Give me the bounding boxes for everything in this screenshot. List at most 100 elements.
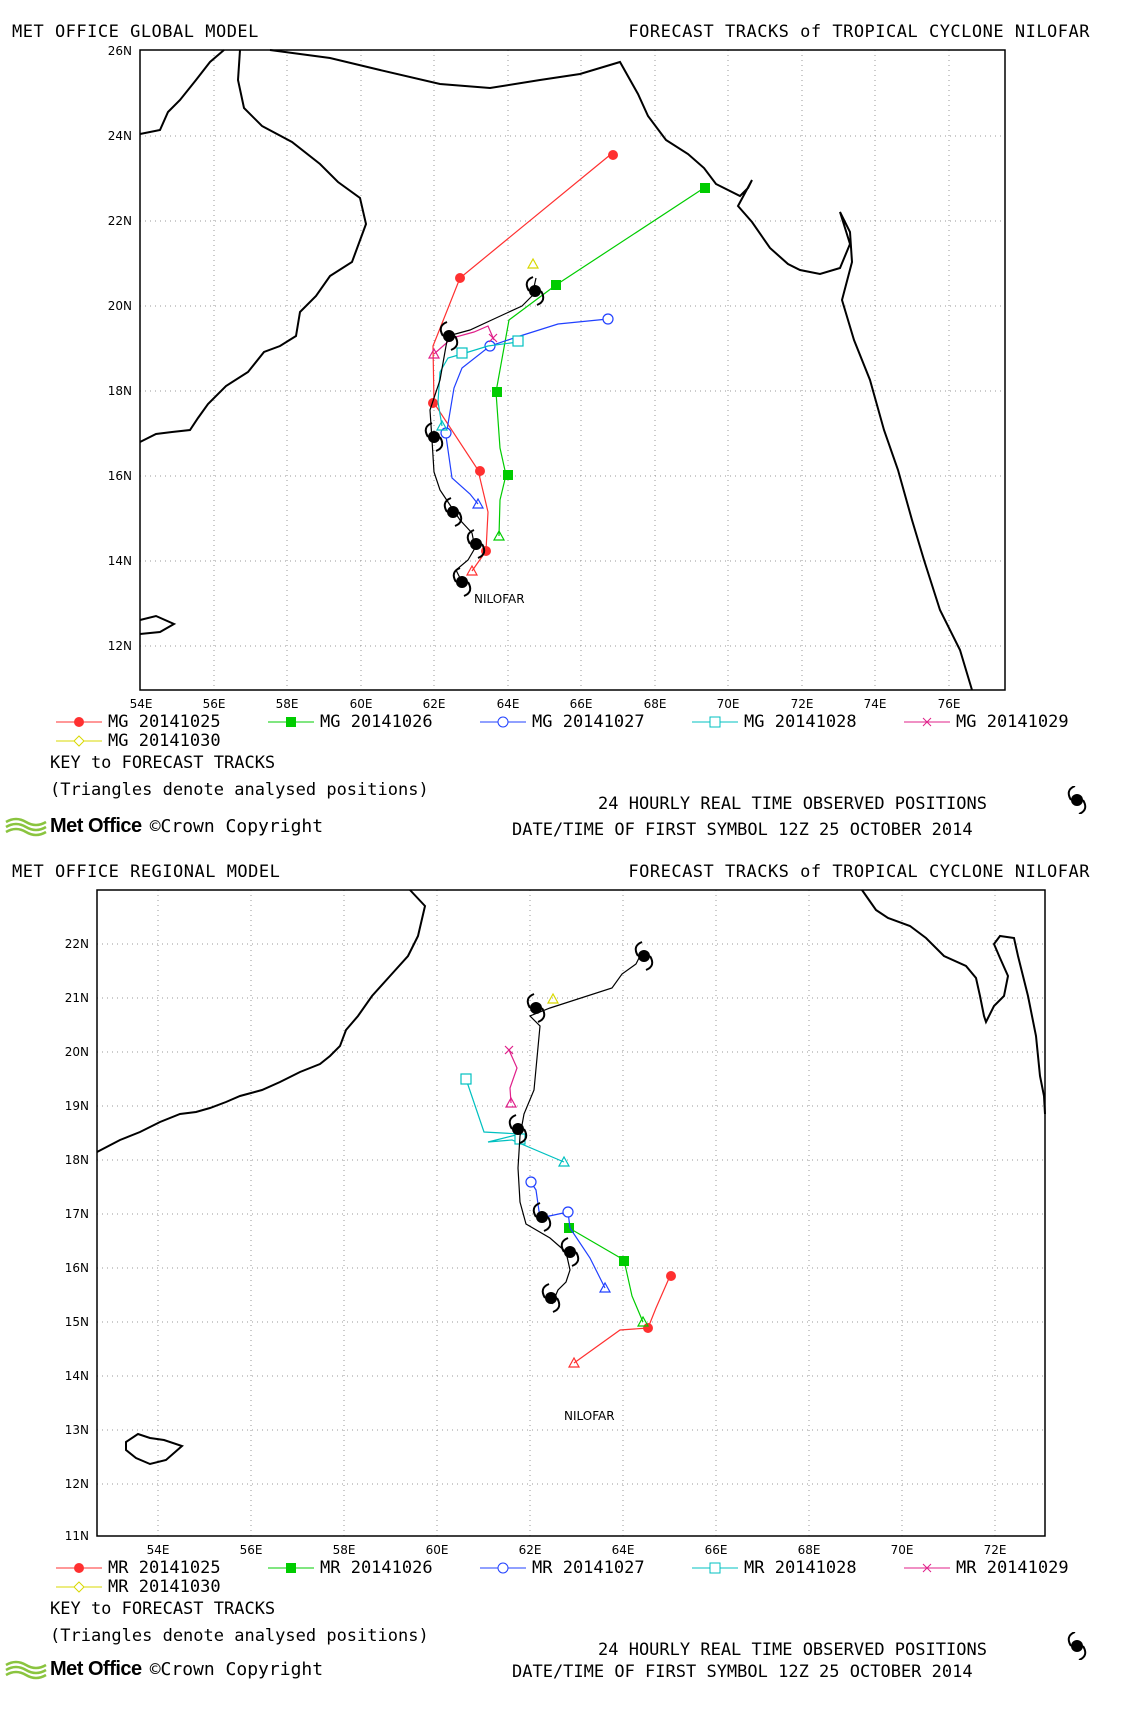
legend-label: MR 20141029 [956, 1558, 1069, 1578]
xtick: 66E [705, 1543, 728, 1557]
panel-title-right: FORECAST TRACKS of TROPICAL CYCLONE NILO… [628, 22, 1090, 42]
legend-diamond-icon [56, 1581, 102, 1593]
panel-title-right: FORECAST TRACKS of TROPICAL CYCLONE NILO… [628, 862, 1090, 882]
xtick: 74E [864, 697, 887, 711]
legend-x-icon [904, 1563, 950, 1573]
legend-item: MG 20141026 [268, 712, 433, 732]
legend-label: MG 20141026 [320, 712, 433, 732]
ytick: 24N [108, 129, 132, 143]
legend: MR 20141025 MR 20141026 MR 20141027 MR 2… [0, 1558, 1130, 1718]
cyclone-symbol-icon [443, 497, 463, 527]
legend-circle-icon [480, 716, 526, 728]
legend-open-square-icon [692, 716, 738, 728]
cyclone-symbol-icon [424, 422, 444, 452]
map-frame [139, 49, 1006, 691]
first-symbol-date: DATE/TIME OF FIRST SYMBOL 12Z 25 OCTOBER… [512, 1662, 973, 1682]
legend-x-icon [904, 717, 950, 727]
panel-title-left: MET OFFICE GLOBAL MODEL [12, 22, 259, 42]
ytick: 18N [108, 384, 132, 398]
legend: MG 20141025 MG 20141026 MG 20141027 MG 2… [0, 712, 1130, 872]
observed-position-symbols [424, 276, 545, 597]
observed-positions-note: 24 HOURLY REAL TIME OBSERVED POSITIONS [598, 794, 987, 814]
xtick: 72E [791, 697, 814, 711]
track-mg-20141028 [435, 335, 524, 431]
map-grid [140, 50, 1005, 690]
xtick: 54E [147, 1543, 170, 1557]
cyclone-symbol-icon [560, 1237, 580, 1267]
ytick: 11N [65, 1529, 89, 1543]
xtick: 56E [203, 697, 226, 711]
legend-item: MG 20141030 [56, 731, 221, 751]
xtick: 66E [570, 697, 593, 711]
ytick: 14N [108, 554, 132, 568]
ytick: 14N [65, 1369, 89, 1383]
first-symbol-date: DATE/TIME OF FIRST SYMBOL 12Z 25 OCTOBER… [512, 820, 973, 840]
global-model-panel: MET OFFICE GLOBAL MODEL FORECAST TRACKS … [0, 0, 1130, 850]
track-mg-20141026 [492, 183, 710, 541]
xtick: 68E [644, 697, 667, 711]
cyclone-symbol-icon [634, 941, 654, 971]
legend-item: MG 20141025 [56, 712, 221, 732]
cyclone-symbol-icon [525, 276, 545, 306]
xtick: 68E [798, 1543, 821, 1557]
track-mr-20141029 [504, 1045, 518, 1108]
legend-square-icon [268, 717, 314, 727]
coastline [139, 49, 973, 691]
ytick: 16N [65, 1261, 89, 1275]
legend-item: MG 20141029 [904, 712, 1069, 732]
xtick: 58E [276, 697, 299, 711]
observed-position-symbols [508, 941, 654, 1313]
map-frame [96, 889, 1046, 1537]
xtick: 56E [240, 1543, 263, 1557]
x-axis-ticks: 54E 56E 58E 60E 62E 64E 66E 68E 70E 72E [147, 1543, 1007, 1557]
cyclone-symbol-icon [1067, 1632, 1087, 1660]
ytick: 22N [65, 937, 89, 951]
xtick: 60E [350, 697, 373, 711]
legend-item: MG 20141028 [692, 712, 857, 732]
track-mr-20141026 [564, 1223, 650, 1327]
ytick: 12N [108, 639, 132, 653]
legend-dot-icon [56, 1563, 102, 1573]
track-mr-20141027 [525, 1176, 612, 1293]
map-grid [97, 890, 1045, 1536]
legend-item: MR 20141029 [904, 1558, 1069, 1578]
xtick: 54E [130, 697, 153, 711]
y-axis-ticks: 12N 14N 16N 18N 20N 22N 24N 26N [108, 44, 132, 653]
legend-item: MR 20141030 [56, 1577, 221, 1597]
ytick: 20N [108, 299, 132, 313]
ytick: 17N [65, 1207, 89, 1221]
legend-diamond-icon [56, 735, 102, 747]
triangle-note: (Triangles denote analysed positions) [50, 1626, 429, 1646]
cyclone-symbol-icon [452, 567, 472, 597]
legend-square-icon [268, 1563, 314, 1573]
regional-model-panel: MET OFFICE REGIONAL MODEL FORECAST TRACK… [0, 846, 1130, 1682]
ytick: 12N [65, 1477, 89, 1491]
ytick: 18N [65, 1153, 89, 1167]
ytick: 16N [108, 469, 132, 483]
xtick: 70E [717, 697, 740, 711]
xtick: 64E [612, 1543, 635, 1557]
ytick: 21N [65, 991, 89, 1005]
cyclone-symbol-icon [526, 993, 546, 1023]
track-mg-20141030 [526, 257, 540, 269]
met-office-logo: Met Office ©Crown Copyright [4, 815, 323, 838]
ytick: 20N [65, 1045, 89, 1059]
legend-open-square-icon [692, 1562, 738, 1574]
y-axis-ticks: 11N 12N 13N 14N 15N 16N 17N 18N 19N 20N … [65, 937, 89, 1543]
copyright-text: ©Crown Copyright [149, 816, 324, 837]
coastline [96, 889, 1046, 1466]
xtick: 70E [891, 1543, 914, 1557]
xtick: 60E [426, 1543, 449, 1557]
ytick: 19N [65, 1099, 89, 1113]
xtick: 64E [497, 697, 520, 711]
key-title: KEY to FORECAST TRACKS [50, 753, 276, 773]
legend-label: MG 20141025 [108, 712, 221, 732]
observed-positions-note: 24 HOURLY REAL TIME OBSERVED POSITIONS [598, 1640, 987, 1660]
x-axis-ticks: 54E 56E 58E 60E 62E 64E 66E 68E 70E 72E … [130, 697, 961, 711]
legend-item: MR 20141026 [268, 1558, 433, 1578]
legend-label: MG 20141027 [532, 712, 645, 732]
cyclone-symbol-icon [439, 321, 459, 351]
legend-item: MG 20141027 [480, 712, 645, 732]
legend-label: MR 20141030 [108, 1577, 221, 1597]
legend-dot-icon [56, 717, 102, 727]
